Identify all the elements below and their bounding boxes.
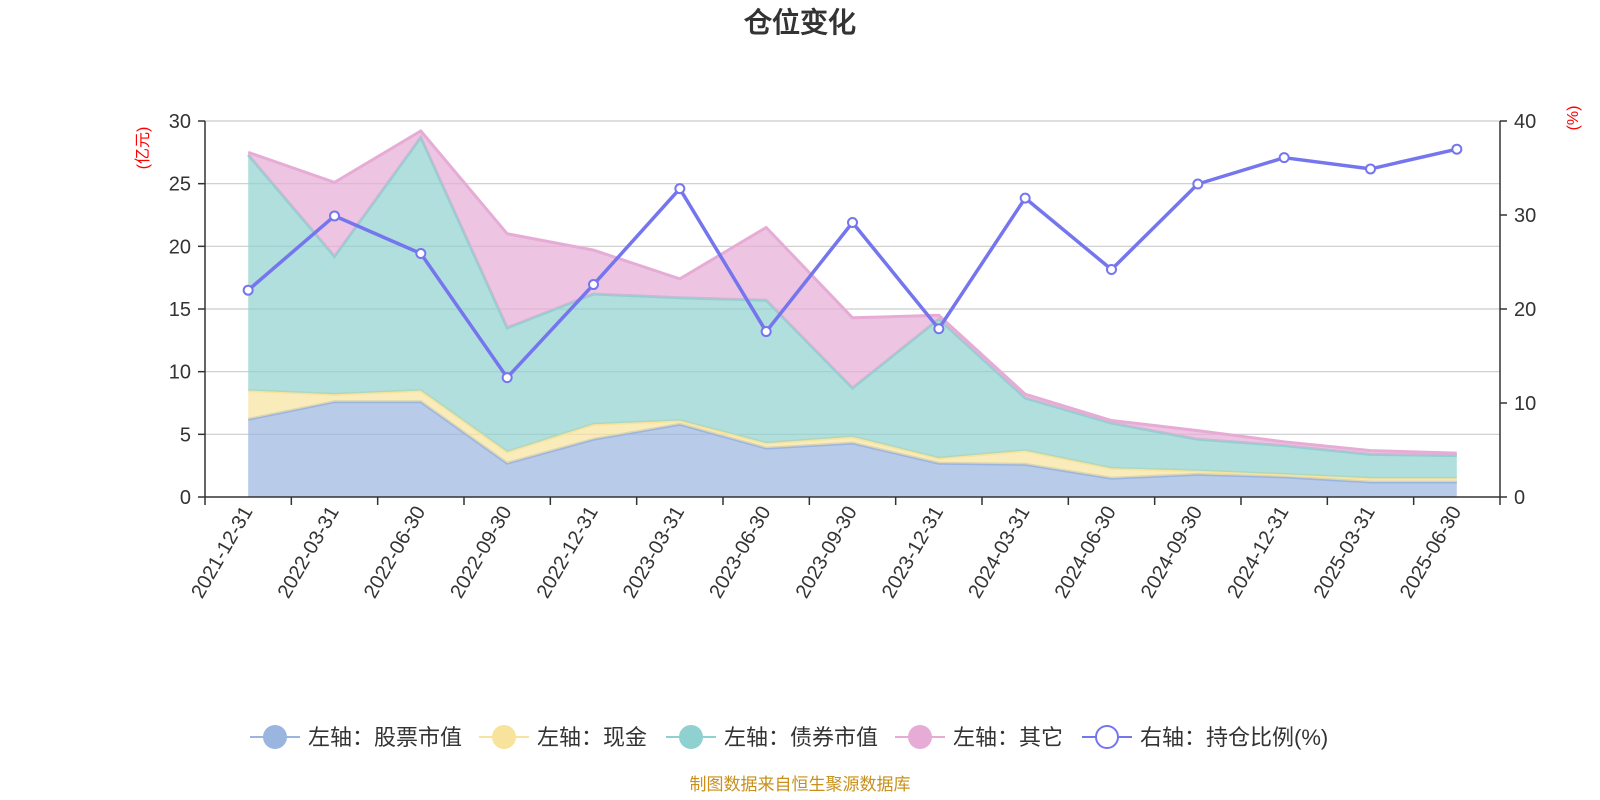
area-stock [248, 401, 1457, 497]
ratio-point [242, 284, 254, 296]
legend-marker-stock [263, 725, 287, 749]
left-tick-label: 10 [169, 362, 191, 384]
left-tick-label: 5 [180, 424, 191, 446]
ratio-point [1365, 163, 1376, 175]
right-tick-label: 20 [1514, 299, 1536, 321]
ratio-point [501, 372, 513, 384]
x-tick-label: 2025-06-30 [1396, 503, 1466, 603]
left-tick-label: 20 [169, 236, 191, 258]
ratio-point [415, 248, 427, 260]
ratio-point [1192, 178, 1204, 190]
ratio-point [1451, 143, 1463, 155]
ratio-point [674, 183, 686, 195]
ratio-line [242, 143, 1463, 384]
legend-label-bond: 左轴：债券市值 [724, 725, 878, 750]
legend-label-other: 左轴：其它 [953, 725, 1063, 750]
legend: 左轴：股票市值 左轴：现金 左轴：债券市值 左轴：其它 右轴：持仓比例(%) [250, 725, 1328, 750]
x-tick-label: 2022-09-30 [446, 503, 516, 603]
legend-label-ratio: 右轴：持仓比例(%) [1140, 725, 1328, 750]
left-tick-label: 30 [169, 111, 191, 133]
left-tick-label: 0 [180, 487, 191, 509]
x-tick-label: 2023-12-31 [878, 503, 948, 603]
ratio-point [1019, 192, 1031, 204]
left-tick-label: 15 [169, 299, 191, 321]
legend-marker-cash [492, 725, 516, 749]
x-tick-label: 2023-03-31 [619, 503, 689, 603]
x-tick-label: 2024-12-31 [1223, 503, 1293, 603]
area-cash [248, 390, 1457, 482]
ratio-point [1278, 152, 1290, 164]
ratio-point [1106, 264, 1117, 276]
legend-marker-ratio [1095, 725, 1119, 749]
ratio-point [329, 210, 340, 222]
ratio-point [760, 326, 772, 338]
chart-title: 仓位变化 [744, 6, 856, 38]
x-tick-label: 2024-03-31 [964, 503, 1034, 603]
x-tick-label: 2025-03-31 [1310, 503, 1380, 603]
left-tick-label: 25 [169, 174, 191, 196]
legend-label-cash: 左轴：现金 [537, 725, 647, 750]
ratio-point [933, 323, 945, 335]
legend-marker-other [908, 725, 932, 749]
x-tick-label: 2022-06-30 [360, 503, 430, 603]
right-tick-label: 40 [1514, 111, 1536, 133]
right-tick-label: 30 [1514, 205, 1536, 227]
x-tick-label: 2021-12-31 [187, 503, 257, 603]
area-bond [248, 137, 1457, 479]
x-tick-label: 2023-09-30 [792, 503, 862, 603]
x-tick-label: 2022-12-31 [533, 503, 603, 603]
right-tick-label: 10 [1514, 393, 1536, 415]
legend-marker-bond [679, 725, 703, 749]
ratio-point [588, 279, 599, 291]
stacked-areas [247, 129, 1457, 497]
left-axis-unit: (亿元) [134, 127, 152, 170]
x-tick-label: 2024-06-30 [1051, 503, 1121, 603]
x-tick-label: 2024-09-30 [1137, 503, 1207, 603]
right-axis-unit: (%) [1565, 106, 1582, 131]
area-edge-other [247, 129, 1457, 455]
source-note: 制图数据来自恒生聚源数据库 [690, 775, 911, 794]
x-tick-label: 2022-03-31 [274, 503, 344, 603]
x-tick-label: 2023-06-30 [705, 503, 775, 603]
right-tick-label: 0 [1514, 487, 1525, 509]
ratio-point [847, 217, 858, 229]
legend-label-stock: 左轴：股票市值 [308, 725, 462, 750]
